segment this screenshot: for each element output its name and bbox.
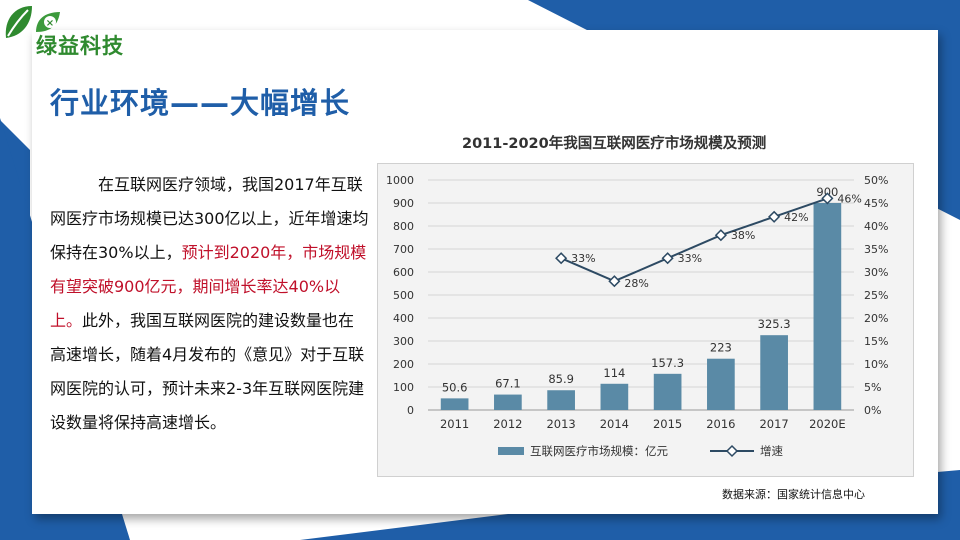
body-tail-text: 此外，我国互联网医院的建设数量也在高速增长，随着4月发布的《意见》对于互联网医院… xyxy=(50,311,365,432)
y2-tick-label: 35% xyxy=(864,243,888,256)
brand-name: 绿益科技 xyxy=(36,34,124,58)
y-tick-label: 0 xyxy=(407,404,414,417)
growth-rate-line xyxy=(560,197,828,283)
y2-tick-label: 20% xyxy=(864,312,888,325)
page-title: 行业环境——大幅增长 xyxy=(50,86,351,120)
x-tick-label: 2016 xyxy=(706,417,735,431)
bar xyxy=(653,373,682,410)
chart-container: 0 0% 100 5% 200 10% 300 15% 400 20% 500 25% 600 30% 70… xyxy=(377,163,914,477)
y2-tick-label: 30% xyxy=(864,266,888,279)
legend-line-marker xyxy=(725,444,739,458)
svg-text:×: × xyxy=(46,18,54,29)
market-size-chart: 0 0% 100 5% 200 10% 300 15% 400 20% 500 25% 600 30% 70… xyxy=(386,174,888,458)
y2-tick-label: 40% xyxy=(864,220,888,233)
x-tick-label: 2011 xyxy=(440,417,469,431)
y2-tick-label: 45% xyxy=(864,197,888,210)
bar xyxy=(760,335,788,410)
body-paragraph: 在互联网医疗领域，我国2017年互联网医疗市场规模已达300亿以上，近年增速均保… xyxy=(50,168,370,440)
y-tick-label: 500 xyxy=(393,289,414,302)
body-lead-text: 在互联网医疗领域，我国2017年互联网医疗市场规模已达300亿以上，近年增速均保… xyxy=(50,175,369,262)
y2-tick-label: 5% xyxy=(864,381,881,394)
y2-tick-label: 50% xyxy=(864,174,888,187)
bar-value-label: 85.9 xyxy=(548,372,574,386)
y-tick-label: 100 xyxy=(393,381,414,394)
bar-value-label: 325.3 xyxy=(758,317,791,331)
y-tick-label: 700 xyxy=(393,243,414,256)
bar-value-label: 114 xyxy=(603,366,625,380)
bar xyxy=(600,383,629,410)
leaf-logo-icon: × xyxy=(5,6,60,38)
y-tick-label: 1000 xyxy=(386,174,414,187)
growth-rate-label: 42% xyxy=(784,211,808,224)
bar xyxy=(440,398,469,410)
growth-rate-point xyxy=(768,210,781,223)
growth-rate-label: 46% xyxy=(837,192,861,205)
x-tick-label: 2017 xyxy=(759,417,788,431)
x-tick-label: 2015 xyxy=(653,417,682,431)
growth-rate-point xyxy=(608,275,621,288)
chart-title: 2011-2020年我国互联网医疗市场规模及预测 xyxy=(462,136,767,152)
y2-tick-label: 0% xyxy=(864,404,881,417)
growth-rate-point xyxy=(661,252,674,265)
legend-bar-swatch xyxy=(498,447,524,455)
legend-bar-label: 互联网医疗市场规模：亿元 xyxy=(530,444,668,458)
bar xyxy=(494,394,522,410)
y-tick-label: 300 xyxy=(393,335,414,348)
bar xyxy=(547,390,575,410)
growth-rate-point xyxy=(555,252,568,265)
y-tick-label: 900 xyxy=(393,197,414,210)
x-tick-label: 2013 xyxy=(546,417,575,431)
growth-rate-point xyxy=(821,192,834,205)
x-tick-label: 2020E xyxy=(809,417,846,431)
y-tick-label: 600 xyxy=(393,266,414,279)
body-highlight-text: 预计到2020年，市场规模有望突破900亿元，期间增长率达40%以上。 xyxy=(50,243,367,330)
growth-rate-label: 33% xyxy=(678,252,702,265)
bar-value-label: 67.1 xyxy=(495,377,521,391)
y-tick-label: 800 xyxy=(393,220,414,233)
y2-tick-label: 25% xyxy=(864,289,888,302)
y-tick-label: 200 xyxy=(393,358,414,371)
growth-rate-point xyxy=(714,229,727,242)
y2-tick-label: 15% xyxy=(864,335,888,348)
bar-value-label: 157.3 xyxy=(651,356,684,370)
y-tick-label: 400 xyxy=(393,312,414,325)
growth-rate-label: 28% xyxy=(624,277,648,290)
bar-value-label: 900 xyxy=(816,185,838,199)
data-source-note: 数据来源：国家统计信息中心 xyxy=(722,488,865,501)
growth-rate-label: 33% xyxy=(571,252,595,265)
bar xyxy=(707,358,735,410)
growth-rate-label: 38% xyxy=(731,229,755,242)
legend-line-label: 增速 xyxy=(760,444,783,458)
bar-value-label: 50.6 xyxy=(442,380,468,394)
bar xyxy=(813,203,842,410)
x-tick-label: 2014 xyxy=(600,417,629,431)
y2-tick-label: 10% xyxy=(864,358,888,371)
x-tick-label: 2012 xyxy=(493,417,522,431)
bar-value-label: 223 xyxy=(710,341,732,355)
